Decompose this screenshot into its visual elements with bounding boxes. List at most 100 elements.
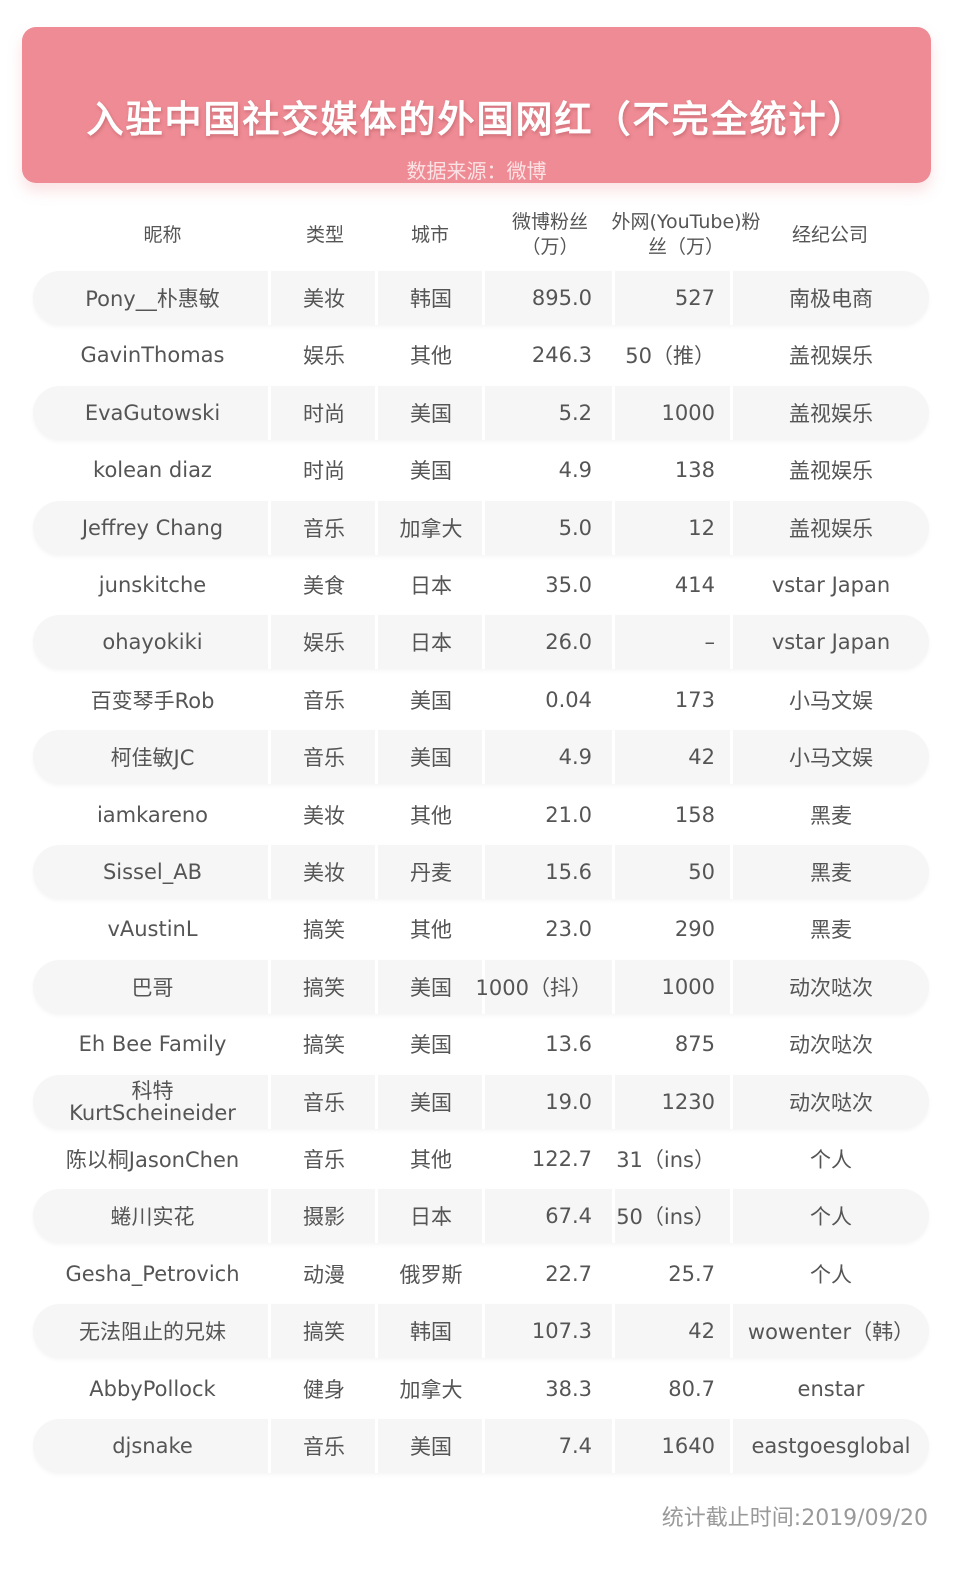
column-divider — [268, 959, 271, 1014]
column-divider — [482, 615, 485, 670]
agency-cell: enstar — [797, 1376, 865, 1401]
table-row: 科特 KurtScheineider 音乐 美国 19.0 1230 动次哒次 — [33, 1074, 929, 1129]
youtube-fans-cell: 1000 — [661, 974, 715, 999]
column-divider — [375, 1304, 378, 1359]
table-row: Eh Bee Family 搞笑 美国 13.6 875 动次哒次 — [33, 1017, 929, 1071]
table-row: iamkareno 美妆 其他 21.0 158 黑麦 — [33, 788, 929, 842]
youtube-fans-cell: 290 — [674, 917, 715, 942]
youtube-fans-cell: 80.7 — [668, 1376, 715, 1401]
weibo-fans-cell: 35.0 — [545, 573, 592, 597]
header-agency: 经纪公司 — [791, 223, 868, 246]
column-divider — [268, 271, 271, 325]
table-row: djsnake 音乐 美国 7.4 1640 eastgoesglobal — [33, 1419, 929, 1473]
weibo-fans-cell: 26.0 — [545, 630, 592, 655]
weibo-fans-cell: 1000（抖） — [475, 975, 592, 1000]
weibo-fans-cell: 22.7 — [545, 1261, 592, 1286]
column-divider — [268, 1419, 271, 1473]
column-divider — [612, 730, 615, 785]
city-cell: 加拿大 — [399, 1377, 463, 1402]
type-cell: 美妆 — [303, 287, 345, 311]
column-divider — [730, 615, 733, 670]
weibo-fans-cell: 13.6 — [545, 1032, 592, 1057]
column-divider — [268, 1304, 271, 1359]
city-cell: 日本 — [410, 1205, 452, 1230]
column-divider — [612, 271, 615, 325]
city-cell: 其他 — [410, 918, 452, 943]
column-divider — [375, 1189, 378, 1244]
city-cell: 美国 — [410, 1435, 452, 1459]
type-cell: 美妆 — [303, 803, 345, 828]
agency-cell: 个人 — [810, 1148, 852, 1172]
city-cell: 美国 — [410, 1090, 452, 1115]
nickname-cell: iamkareno — [96, 802, 209, 827]
nickname-cell: 巴哥 — [131, 975, 174, 1000]
city-cell: 美国 — [410, 401, 452, 426]
column-divider — [268, 1074, 271, 1129]
column-divider — [375, 1074, 378, 1129]
type-cell: 摄影 — [303, 1205, 345, 1230]
page-title: 入驻中国社交媒体的外国网红（不完全统计） — [86, 98, 867, 141]
column-divider — [482, 385, 485, 440]
column-divider — [268, 1189, 271, 1244]
table-row: Sissel_AB 美妆 丹麦 15.6 50 黑麦 — [33, 845, 929, 899]
column-divider — [482, 271, 485, 325]
column-divider — [375, 271, 378, 325]
header-youtube-fans: 外网(YouTube)粉丝（万） — [611, 211, 761, 258]
type-cell: 搞笑 — [303, 1033, 345, 1058]
column-divider — [375, 1419, 378, 1473]
type-cell: 美妆 — [303, 861, 345, 885]
youtube-fans-cell: 875 — [674, 1032, 715, 1057]
weibo-fans-cell: 0.04 — [545, 687, 592, 712]
table-row: ohayokiki 娱乐 日本 26.0 – vstar Japan — [33, 615, 929, 670]
column-divider — [482, 730, 485, 785]
youtube-fans-cell: 1640 — [661, 1434, 715, 1458]
table-row: Pony__朴惠敏 美妆 韩国 895.0 527 南极电商 — [33, 271, 929, 325]
type-cell: 时尚 — [303, 459, 345, 484]
city-cell: 美国 — [410, 746, 452, 771]
nickname-cell: AbbyPollock — [89, 1376, 216, 1401]
city-cell: 丹麦 — [410, 861, 452, 885]
weibo-fans-cell: 4.9 — [558, 745, 592, 770]
column-divider — [612, 500, 615, 555]
type-cell: 音乐 — [303, 1435, 345, 1459]
youtube-fans-cell: 158 — [674, 802, 715, 827]
nickname-cell: Gesha_Petrovich — [65, 1261, 240, 1286]
nickname-cell: 柯佳敏JC — [110, 746, 195, 771]
type-cell: 音乐 — [303, 1090, 345, 1115]
weibo-fans-cell: 122.7 — [531, 1147, 592, 1171]
agency-cell: 动次哒次 — [789, 1033, 873, 1058]
column-divider — [730, 1074, 733, 1129]
cutoff-date-note: 统计截止时间:2019/09/20 — [661, 1506, 928, 1531]
table-row: AbbyPollock 健身 加拿大 38.3 80.7 enstar — [33, 1362, 929, 1416]
nickname-cell: vAustinL — [107, 917, 198, 942]
nickname-cell: djsnake — [112, 1434, 193, 1458]
city-cell: 日本 — [410, 631, 452, 656]
table-row: Gesha_Petrovich 动漫 俄罗斯 22.7 25.7 个人 — [33, 1247, 929, 1301]
type-cell: 搞笑 — [303, 1320, 345, 1345]
type-cell: 时尚 — [303, 401, 345, 426]
column-divider — [268, 845, 271, 899]
table-row: 蜷川实花 摄影 日本 67.4 50（ins） 个人 — [33, 1189, 929, 1244]
youtube-fans-cell: 1000 — [661, 400, 715, 425]
table-row: 巴哥 搞笑 美国 1000（抖） 1000 动次哒次 — [33, 959, 929, 1014]
city-cell: 韩国 — [410, 1320, 452, 1345]
youtube-fans-cell: 138 — [674, 458, 715, 483]
youtube-fans-cell: 12 — [688, 515, 715, 540]
youtube-fans-cell: 50 — [688, 860, 715, 884]
youtube-fans-cell: 527 — [674, 286, 715, 310]
nickname-cell: EvaGutowski — [84, 400, 221, 425]
city-cell: 加拿大 — [399, 516, 463, 541]
city-cell: 日本 — [410, 574, 452, 598]
table-row: junskitche 美食 日本 35.0 414 vstar Japan — [33, 558, 929, 612]
city-cell: 其他 — [410, 803, 452, 828]
column-divider — [612, 959, 615, 1014]
table-row: 无法阻止的兄妹 搞笑 韩国 107.3 42 wowenter（韩） — [33, 1304, 929, 1359]
agency-cell: 个人 — [810, 1262, 852, 1287]
header-type: 类型 — [305, 223, 344, 246]
column-divider — [730, 959, 733, 1014]
agency-cell: 动次哒次 — [789, 1090, 873, 1115]
column-divider — [612, 1419, 615, 1473]
nickname-cell: junskitche — [98, 573, 207, 597]
type-cell: 音乐 — [303, 516, 345, 541]
youtube-fans-cell: 414 — [674, 573, 715, 597]
